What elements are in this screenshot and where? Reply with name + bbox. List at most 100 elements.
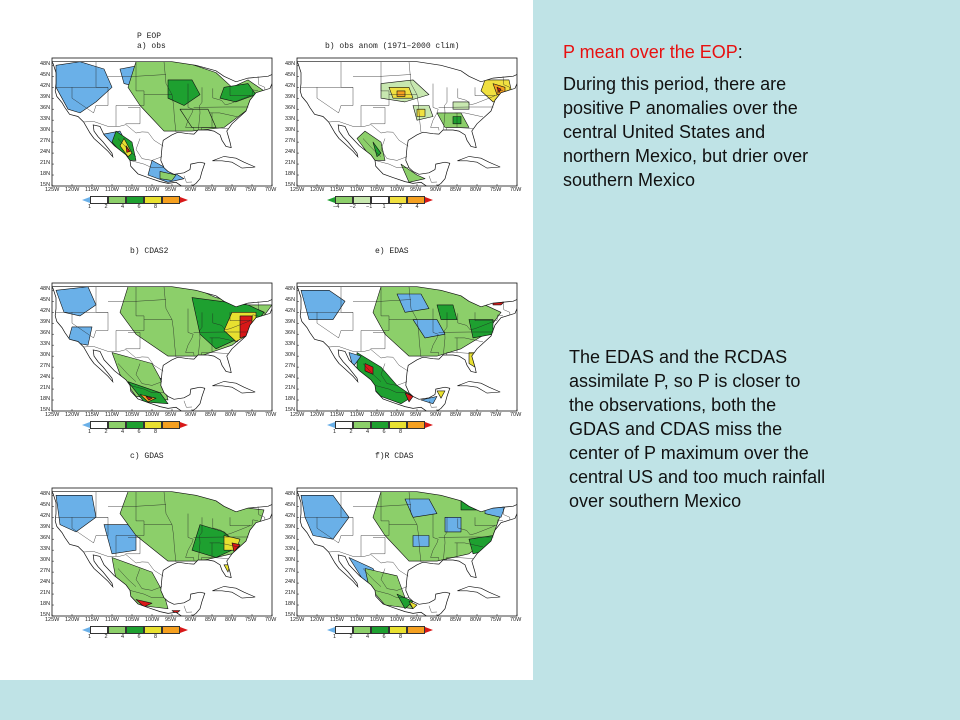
lon-tick-label: 85W (205, 617, 217, 623)
map-content (52, 491, 272, 616)
lon-tick-label: 100W (390, 412, 405, 418)
lon-tick-label: 120W (310, 187, 325, 193)
state-border (129, 385, 164, 393)
summary-heading-colon: : (737, 42, 743, 62)
colorbar (82, 196, 188, 204)
state-border (428, 400, 438, 408)
lat-tick-label: 21N (40, 590, 51, 597)
colorbar-segment (389, 421, 407, 429)
colorbar (327, 421, 433, 429)
state-border (209, 112, 239, 118)
state-border (374, 160, 409, 168)
colorbar-right-arrow (425, 197, 433, 203)
colorbar-segment (162, 626, 180, 634)
lon-tick-label: 105W (125, 412, 140, 418)
lat-tick-label: 33N (285, 341, 296, 348)
lat-tick-label: 39N (285, 94, 296, 101)
figure-panel: 48N 45N 42N 39N 36N 33N 30N 27N 24N 21N 18N 15N 125W… (0, 0, 533, 680)
lon-tick-label: 95W (410, 617, 422, 623)
comparison-text-block: The EDAS and the RCDAS assimilate P, so … (569, 345, 829, 513)
state-border (338, 491, 354, 543)
state-border (115, 286, 145, 352)
panel-title: f)R CDAS (375, 452, 414, 461)
lon-tick-label: 70W (510, 412, 522, 418)
precip-contour-region (404, 498, 438, 518)
state-border (115, 61, 145, 127)
state-border (163, 286, 177, 358)
lon-tick-label: 80W (225, 617, 237, 623)
lon-tick-label: 95W (165, 187, 177, 193)
lat-tick-label: 48N (285, 61, 296, 68)
state-border (443, 517, 448, 560)
lon-tick-label: 100W (145, 617, 160, 623)
precip-contour-region (444, 516, 462, 533)
precip-contour-region (127, 381, 169, 404)
state-border (474, 312, 504, 321)
colorbar-segment (144, 626, 162, 634)
state-border (257, 76, 266, 90)
colorbar-segment (144, 421, 162, 429)
state-border (93, 286, 109, 338)
lat-tick-label: 48N (285, 491, 296, 498)
colorbar-tick-label: 1 (382, 204, 386, 210)
state-border (328, 551, 409, 577)
lat-tick-label: 39N (285, 524, 296, 531)
state-border (257, 506, 266, 520)
map-frame (51, 282, 273, 412)
lat-tick-label: 30N (40, 557, 51, 564)
lat-tick-label: 18N (285, 171, 296, 178)
colorbar-left-arrow (327, 197, 335, 203)
lat-tick-label: 15N (40, 182, 51, 188)
lon-tick-label: 105W (125, 187, 140, 193)
lon-tick-label: 95W (165, 617, 177, 623)
colorbar-segment (407, 196, 425, 204)
precip-contour-region (231, 542, 241, 553)
colorbar-segment (371, 196, 389, 204)
state-border (211, 542, 229, 559)
lat-tick-label: 27N (285, 568, 296, 575)
precip-contour-region (219, 83, 257, 103)
panel-title: b) CDAS2 (130, 247, 169, 256)
colorbar-tick-label: 4 (415, 204, 419, 210)
precip-contour-region (436, 304, 458, 320)
colorbar-segment (335, 626, 353, 634)
lon-tick-label: 85W (205, 187, 217, 193)
lat-tick-label: 33N (285, 546, 296, 553)
state-border (71, 87, 94, 114)
colorbar-tick-label: 2 (104, 634, 108, 640)
state-border (117, 138, 137, 157)
lat-tick-label: 39N (40, 319, 51, 326)
colorbar-tick-label: 1 (333, 429, 337, 435)
lat-tick-label: 36N (40, 535, 51, 542)
lon-tick-label: 105W (370, 617, 385, 623)
colorbar-left-arrow (82, 627, 90, 633)
map-panel-obs-anom: 48N 45N 42N 39N 36N 33N 30N 27N 24N 21N 18N 15N 125W… (285, 30, 529, 210)
colorbar-tick-label: 8 (399, 429, 403, 435)
state-border (83, 551, 164, 577)
lon-tick-label: 125W (45, 412, 60, 418)
precip-contour-region (416, 108, 426, 117)
colorbar-left-arrow (327, 422, 335, 428)
lat-tick-label: 36N (40, 105, 51, 112)
lon-tick-label: 75W (245, 187, 257, 193)
state-border (201, 127, 212, 130)
coastline (52, 491, 272, 616)
state-border (446, 557, 457, 560)
lon-tick-label: 80W (225, 412, 237, 418)
lon-tick-label: 70W (510, 617, 522, 623)
state-border (71, 517, 94, 544)
state-border (212, 313, 251, 331)
lat-tick-label: 24N (285, 374, 296, 381)
colorbar-segment (371, 626, 389, 634)
lon-tick-label: 95W (410, 412, 422, 418)
lon-tick-label: 105W (370, 412, 385, 418)
colorbar-left-arrow (82, 197, 90, 203)
lon-tick-label: 105W (125, 617, 140, 623)
lat-tick-label: 21N (40, 385, 51, 392)
lon-tick-label: 115W (330, 412, 344, 418)
state-border (454, 112, 484, 118)
lat-tick-label: 15N (40, 407, 51, 413)
colorbar-tick-label: 4 (121, 429, 125, 435)
state-border (212, 88, 251, 106)
lat-tick-label: 24N (40, 374, 51, 381)
